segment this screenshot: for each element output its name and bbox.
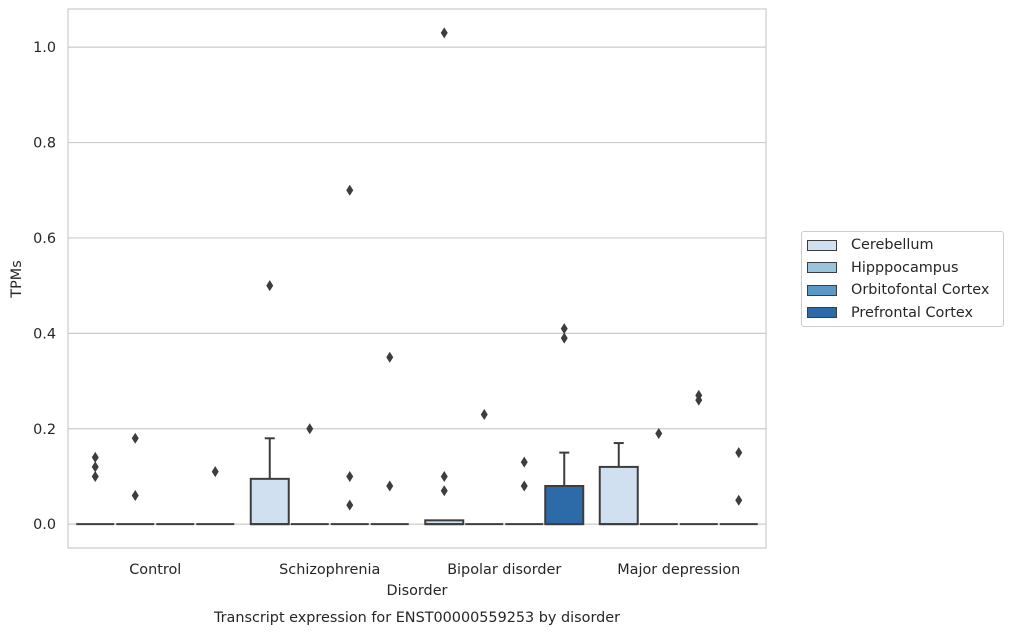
boxes xyxy=(76,437,758,526)
legend-label: Prefrontal Cortex xyxy=(851,304,974,321)
outlier-points xyxy=(91,27,743,511)
x-tick-label: Control xyxy=(129,562,181,578)
y-tick-label: 0.8 xyxy=(33,136,56,152)
outlier-point xyxy=(346,184,354,196)
chart-title: Transcript expression for ENST0000055925… xyxy=(213,610,620,626)
outlier-point xyxy=(520,480,528,492)
legend-item: Prefrontal Cortex xyxy=(807,302,1003,325)
legend-swatch xyxy=(807,239,837,251)
y-tick-label: 0.6 xyxy=(33,231,56,247)
outlier-point xyxy=(655,428,663,440)
y-axis-label: TPMs xyxy=(9,260,25,298)
outlier-point xyxy=(306,423,314,435)
outlier-point xyxy=(386,480,394,492)
outlier-point xyxy=(560,332,568,344)
legend-item: Hipppocampus xyxy=(807,257,1003,280)
outlier-point xyxy=(520,456,528,468)
legend-item: Orbitofontal Cortex xyxy=(807,279,1003,302)
x-tick-labels: Control Schizophrenia Bipolar disorder Majo… xyxy=(129,562,740,578)
legend-swatch xyxy=(807,307,837,319)
box xyxy=(598,465,639,526)
legend-swatch xyxy=(807,262,837,274)
outlier-point xyxy=(560,323,568,335)
y-tick-label: 1.0 xyxy=(33,40,56,56)
outlier-point xyxy=(91,470,99,482)
legend-item: Cerebellum xyxy=(807,234,1003,257)
legend-label: Hipppocampus xyxy=(851,259,959,276)
outlier-point xyxy=(346,499,354,511)
legend: Cerebellum Hipppocampus Orbitofontal Corte… xyxy=(801,231,1004,327)
y-tick-label: 0.0 xyxy=(33,517,56,533)
outlier-point xyxy=(735,494,743,506)
plot-frame xyxy=(67,8,767,549)
y-tick-label: 0.4 xyxy=(33,326,56,342)
outlier-point xyxy=(131,490,139,502)
outlier-point xyxy=(735,447,743,459)
outlier-point xyxy=(131,432,139,444)
outlier-point xyxy=(480,408,488,420)
outlier-point xyxy=(266,280,274,292)
outlier-point xyxy=(211,466,219,478)
legend-label: Cerebellum xyxy=(851,237,934,254)
x-tick-label: Major depression xyxy=(617,562,740,578)
box xyxy=(544,484,585,526)
outlier-point xyxy=(695,394,703,406)
outlier-point xyxy=(386,351,394,363)
outlier-point xyxy=(91,451,99,463)
plot-area xyxy=(68,9,766,548)
y-tick-labels: 0.0 0.2 0.4 0.6 0.8 1.0 xyxy=(33,40,56,533)
outlier-point xyxy=(440,27,448,39)
outlier-point xyxy=(91,461,99,473)
legend-label: Orbitofontal Cortex xyxy=(851,282,990,299)
x-tick-label: Schizophrenia xyxy=(279,562,380,578)
x-tick-label: Bipolar disorder xyxy=(447,562,561,578)
x-axis-label: Disorder xyxy=(387,583,448,599)
outlier-point xyxy=(440,485,448,497)
outlier-point xyxy=(440,470,448,482)
box xyxy=(249,477,290,526)
outlier-point xyxy=(346,470,354,482)
y-tick-label: 0.2 xyxy=(33,422,56,438)
legend-swatch xyxy=(807,284,837,296)
